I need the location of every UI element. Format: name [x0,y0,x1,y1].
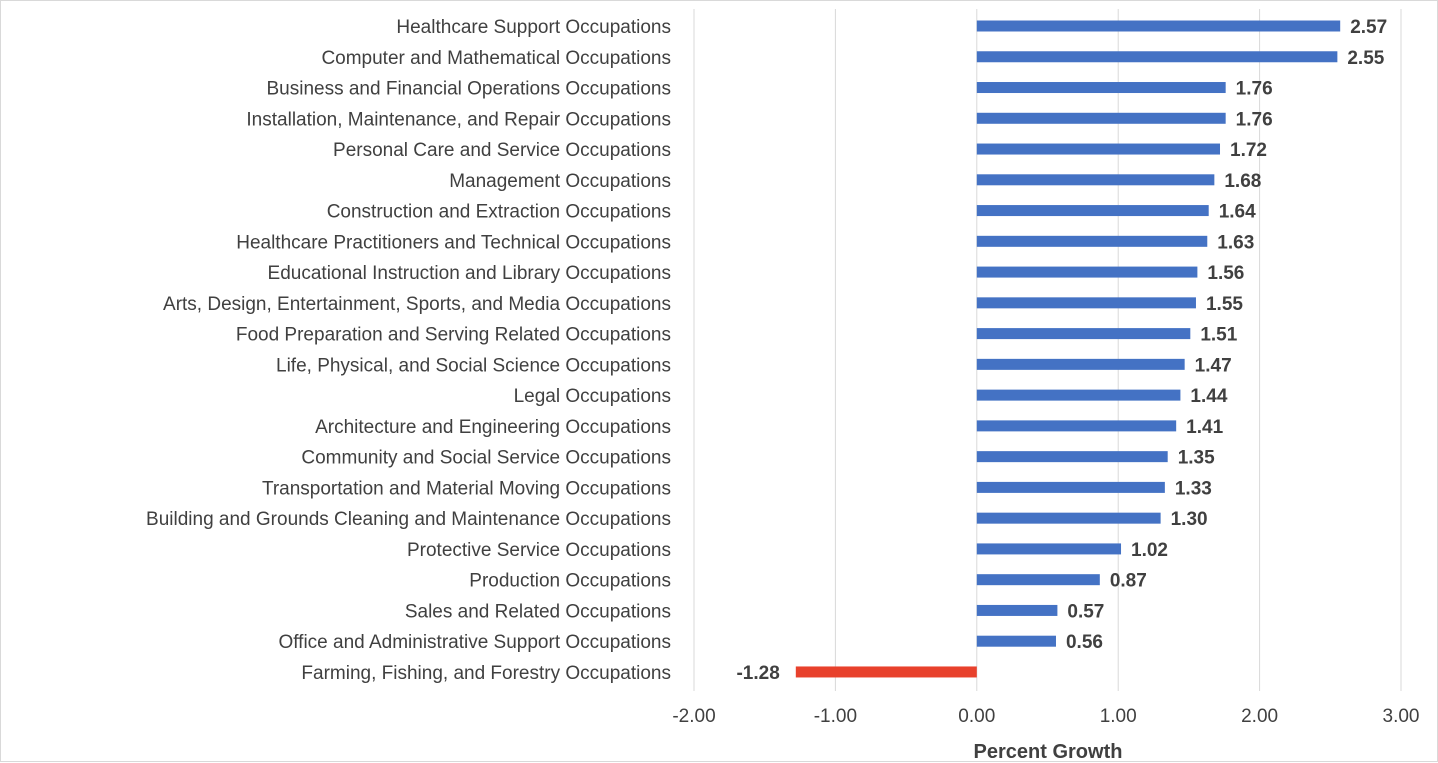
bar [976,512,1161,524]
bar [976,543,1122,555]
x-tick-label: 0.00 [958,706,995,727]
data-label: 0.56 [1066,632,1103,653]
data-label: 1.72 [1230,140,1267,161]
category-label: Business and Financial Operations Occupa… [266,79,671,100]
category-label: Personal Care and Service Occupations [333,140,671,161]
category-label: Building and Grounds Cleaning and Mainte… [146,509,671,530]
x-tick-label: -1.00 [814,706,857,727]
bar [976,328,1191,340]
category-label: Healthcare Support Occupations [396,17,671,38]
data-label: 0.57 [1067,601,1104,622]
bar [976,205,1209,217]
category-label: Arts, Design, Entertainment, Sports, and… [163,294,671,315]
bar [976,574,1100,586]
data-label: 1.44 [1190,386,1227,407]
bar [976,20,1341,32]
bar [976,235,1208,247]
data-label: 1.76 [1236,79,1273,100]
data-label: 0.87 [1110,571,1147,592]
category-label: Community and Social Service Occupations [301,448,671,469]
bar [795,666,977,678]
data-label: 2.55 [1347,48,1384,69]
data-label: 1.47 [1195,355,1232,376]
bar [976,420,1177,432]
value-labels: 2.57 2.55 1.76 1.76 1.72 1.68 1.64 1.63 1.56 1.55… [736,17,1387,684]
category-label: Construction and Extraction Occupations [327,202,671,223]
data-label: 1.76 [1236,109,1273,130]
bar [976,635,1056,647]
bar [976,266,1198,278]
category-label: Architecture and Engineering Occupations [315,417,671,438]
bar [976,174,1215,186]
data-label: 1.51 [1200,325,1237,346]
bars [795,20,1341,678]
data-label: 1.63 [1217,232,1254,253]
bar [976,112,1226,124]
data-label: 1.56 [1207,263,1244,284]
bar [976,143,1221,155]
category-label: Food Preparation and Serving Related Occ… [236,325,671,346]
x-axis-ticks: -2.00 -1.00 0.00 1.00 2.00 3.00 [672,706,1419,727]
data-label: 1.41 [1186,417,1223,438]
gridlines [693,9,1402,691]
bar [976,297,1196,309]
bar [976,481,1165,493]
data-label: -1.28 [736,663,779,684]
category-labels: Healthcare Support Occupations Computer a… [146,17,671,684]
x-tick-label: 1.00 [1100,706,1137,727]
bar [976,358,1185,370]
category-label: Installation, Maintenance, and Repair Oc… [246,109,671,130]
category-label: Production Occupations [469,571,671,592]
category-label: Office and Administrative Support Occupa… [278,632,671,653]
category-label: Protective Service Occupations [407,540,671,561]
x-tick-label: 3.00 [1383,706,1420,727]
bar [976,604,1058,616]
category-label: Transportation and Material Moving Occup… [262,478,671,499]
x-axis-title: Percent Growth [974,741,1123,763]
x-tick-label: 2.00 [1241,706,1278,727]
bar [976,389,1181,401]
data-label: 1.55 [1206,294,1243,315]
data-label: 1.35 [1178,448,1215,469]
data-label: 1.68 [1224,171,1261,192]
data-label: 1.02 [1131,540,1168,561]
data-label: 1.64 [1219,202,1256,223]
x-tick-label: -2.00 [672,706,715,727]
bar [976,82,1226,94]
data-label: 1.33 [1175,478,1212,499]
category-label: Sales and Related Occupations [405,601,671,622]
category-label: Healthcare Practitioners and Technical O… [236,232,671,253]
category-label: Farming, Fishing, and Forestry Occupatio… [301,663,671,684]
category-label: Life, Physical, and Social Science Occup… [276,355,671,376]
category-label: Management Occupations [449,171,671,192]
data-label: 2.57 [1350,17,1387,38]
category-label: Educational Instruction and Library Occu… [268,263,671,284]
category-label: Legal Occupations [514,386,671,407]
data-label: 1.30 [1171,509,1208,530]
category-label: Computer and Mathematical Occupations [321,48,671,69]
bar [976,451,1168,463]
bar [976,51,1338,63]
